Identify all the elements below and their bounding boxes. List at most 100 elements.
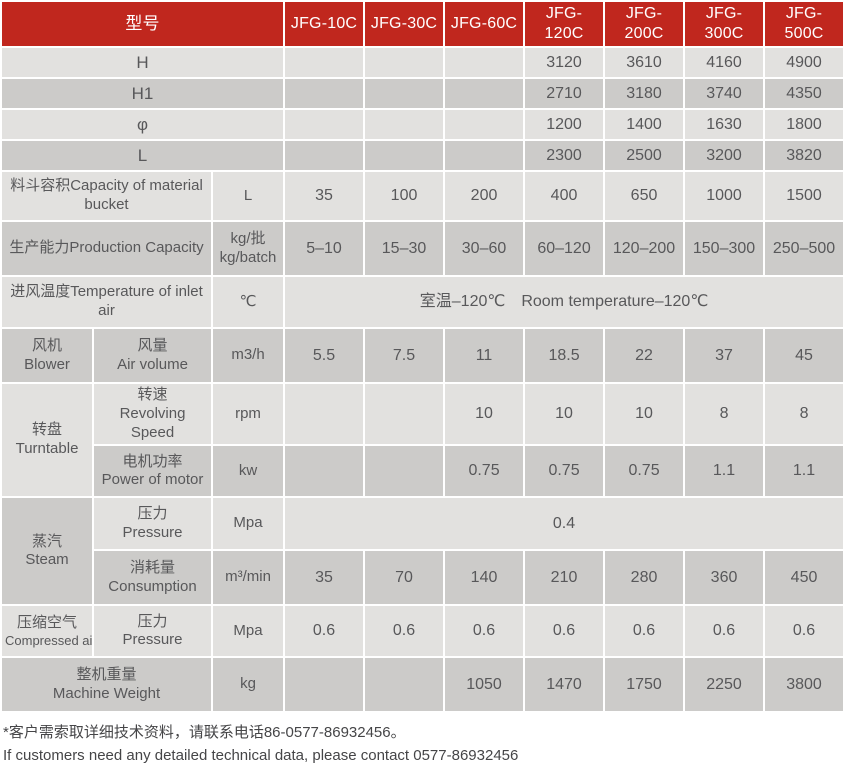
value-cell: 360 <box>685 551 764 605</box>
model-column-header: JFG-500C <box>765 2 844 46</box>
spec-table: 型号 JFG-10C JFG-30C JFG-60C JFG-120C JFG-… <box>2 2 844 712</box>
value-cell: 2250 <box>685 658 764 712</box>
value-cell <box>285 384 364 445</box>
footnote-line-en: If customers need any detailed technical… <box>3 746 519 764</box>
value-cell: 7.5 <box>365 329 444 382</box>
row-capacity: 料斗容积Capacity of material bucket L 35 100… <box>2 172 844 220</box>
unit-cell: Mpa <box>213 498 284 550</box>
group-label-en: Steam <box>25 551 69 569</box>
sub-label: 转速 Revolving Speed <box>94 384 211 445</box>
value-cell: 150–300 <box>685 222 764 275</box>
group-label: 压缩空气 Compressed air <box>2 606 92 657</box>
row-weight: 整机重量 Machine Weight kg 1050 1470 1750 22… <box>2 658 844 712</box>
group-label: 蒸汽 Steam <box>2 498 92 605</box>
dim-label: H1 <box>2 79 284 108</box>
sub-label: 压力 Pressure <box>94 606 211 657</box>
sub-label-zh: 消耗量 <box>129 559 175 576</box>
value-cell <box>365 79 444 108</box>
value-cell: 4900 <box>765 48 844 77</box>
model-column-header: JFG-200C <box>605 2 684 46</box>
sub-label: 消耗量 Consumption <box>94 551 211 605</box>
group-label-en: Turntable <box>15 440 79 458</box>
value-cell: 45 <box>765 329 844 382</box>
sub-label-zh: 转速 <box>137 386 168 403</box>
value-cell: 0.75 <box>445 446 524 497</box>
model-column-header: JFG-120C <box>525 2 604 46</box>
sub-label-en: Air volume <box>117 355 188 373</box>
value-cell <box>445 79 524 108</box>
value-cell: 1400 <box>605 110 684 139</box>
value-cell: 1050 <box>445 658 524 712</box>
value-cell: 2300 <box>525 141 604 170</box>
value-cell: 3800 <box>765 658 844 712</box>
value-cell <box>365 658 444 712</box>
value-cell <box>365 110 444 139</box>
value-cell: 18.5 <box>525 329 604 382</box>
value-cell: 0.75 <box>525 446 604 497</box>
group-label-en: Blower <box>24 355 70 373</box>
footnote-line-zh: *客户需索取详细技术资料，请联系电话86-0577-86932456。 <box>3 724 406 742</box>
value-cell: 1.1 <box>685 446 764 497</box>
model-column-header: JFG-300C <box>685 2 764 46</box>
row-blower: 风机 Blower 风量 Air volume m3/h 5.5 7.5 11 … <box>2 329 844 382</box>
value-cell: 250–500 <box>765 222 844 275</box>
row-label: 整机重量 Machine Weight <box>2 658 211 712</box>
value-cell: 140 <box>445 551 524 605</box>
value-cell: 0.6 <box>685 606 764 657</box>
value-cell <box>285 79 364 108</box>
row-turntable-motor: 电机功率 Power of motor kw 0.75 0.75 0.75 1.… <box>2 446 844 497</box>
row-label-zh: 整机重量 <box>76 666 137 683</box>
sub-label-en: Pressure <box>122 631 183 649</box>
value-cell: 30–60 <box>445 222 524 275</box>
model-column-header: JFG-30C <box>365 2 444 46</box>
value-cell: 0.75 <box>605 446 684 497</box>
value-cell: 0.6 <box>765 606 844 657</box>
value-cell: 5.5 <box>285 329 364 382</box>
row-label: 生产能力Production Capacity <box>2 222 211 275</box>
value-cell: 3740 <box>685 79 764 108</box>
footnote: *客户需索取详细技术资料，请联系电话86-0577-86932456。 If c… <box>3 722 845 767</box>
value-cell: 35 <box>285 551 364 605</box>
value-cell: 1500 <box>765 172 844 220</box>
unit-cell: ℃ <box>213 277 284 327</box>
group-label: 风机 Blower <box>2 329 92 382</box>
model-column-header: JFG-10C <box>285 2 364 46</box>
value-cell: 35 <box>285 172 364 220</box>
value-cell: 0.6 <box>365 606 444 657</box>
row-temperature: 进风温度Temperature of inlet air ℃ 室温–120℃ R… <box>2 277 844 327</box>
merged-value-cell: 0.4 <box>285 498 844 550</box>
value-cell: 3200 <box>685 141 764 170</box>
group-label-zh: 转盘 <box>31 421 62 439</box>
value-cell: 1800 <box>765 110 844 139</box>
value-cell: 3120 <box>525 48 604 77</box>
value-cell: 37 <box>685 329 764 382</box>
unit-cell: kg <box>213 658 284 712</box>
value-cell: 2710 <box>525 79 604 108</box>
sub-label: 压力 Pressure <box>94 498 211 550</box>
value-cell: 120–200 <box>605 222 684 275</box>
value-cell <box>365 446 444 497</box>
unit-cell: L <box>213 172 284 220</box>
unit-cell: Mpa <box>213 606 284 657</box>
value-cell: 400 <box>525 172 604 220</box>
group-label-zh: 蒸汽 <box>31 532 62 550</box>
value-cell: 5–10 <box>285 222 364 275</box>
row-label: 进风温度Temperature of inlet air <box>2 277 211 327</box>
model-header-cell: 型号 <box>2 2 284 46</box>
row-H1: H1 2710 3180 3740 4350 <box>2 79 844 108</box>
sub-label-en: Revolving Speed <box>119 404 186 441</box>
value-cell: 280 <box>605 551 684 605</box>
value-cell: 10 <box>445 384 524 445</box>
value-cell: 1000 <box>685 172 764 220</box>
group-label-zh: 风机 <box>31 336 62 354</box>
value-cell: 3820 <box>765 141 844 170</box>
row-turntable-speed: 转盘 Turntable 转速 Revolving Speed rpm 10 1… <box>2 384 844 497</box>
sub-label-zh: 风量 <box>137 336 168 354</box>
sub-label-en: Consumption <box>108 577 197 595</box>
value-cell: 1630 <box>685 110 764 139</box>
value-cell: 3180 <box>605 79 684 108</box>
value-cell: 22 <box>605 329 684 382</box>
value-cell: 70 <box>365 551 444 605</box>
value-cell: 8 <box>685 384 764 445</box>
value-cell <box>445 141 524 170</box>
